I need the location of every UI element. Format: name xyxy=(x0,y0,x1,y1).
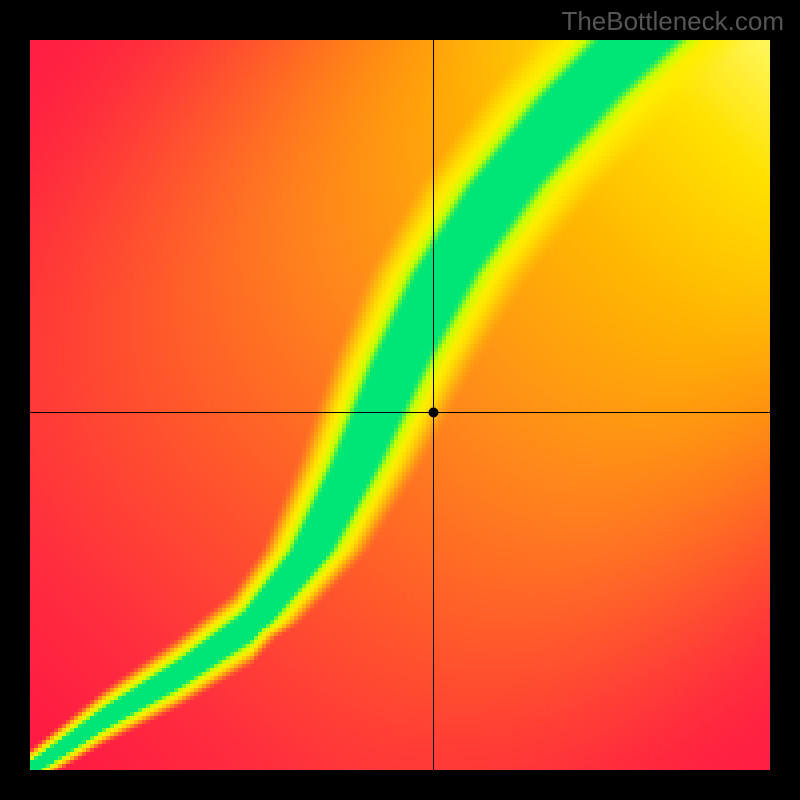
watermark-text: TheBottleneck.com xyxy=(561,6,784,37)
heatmap-canvas xyxy=(30,40,770,770)
figure-container: TheBottleneck.com xyxy=(0,0,800,800)
